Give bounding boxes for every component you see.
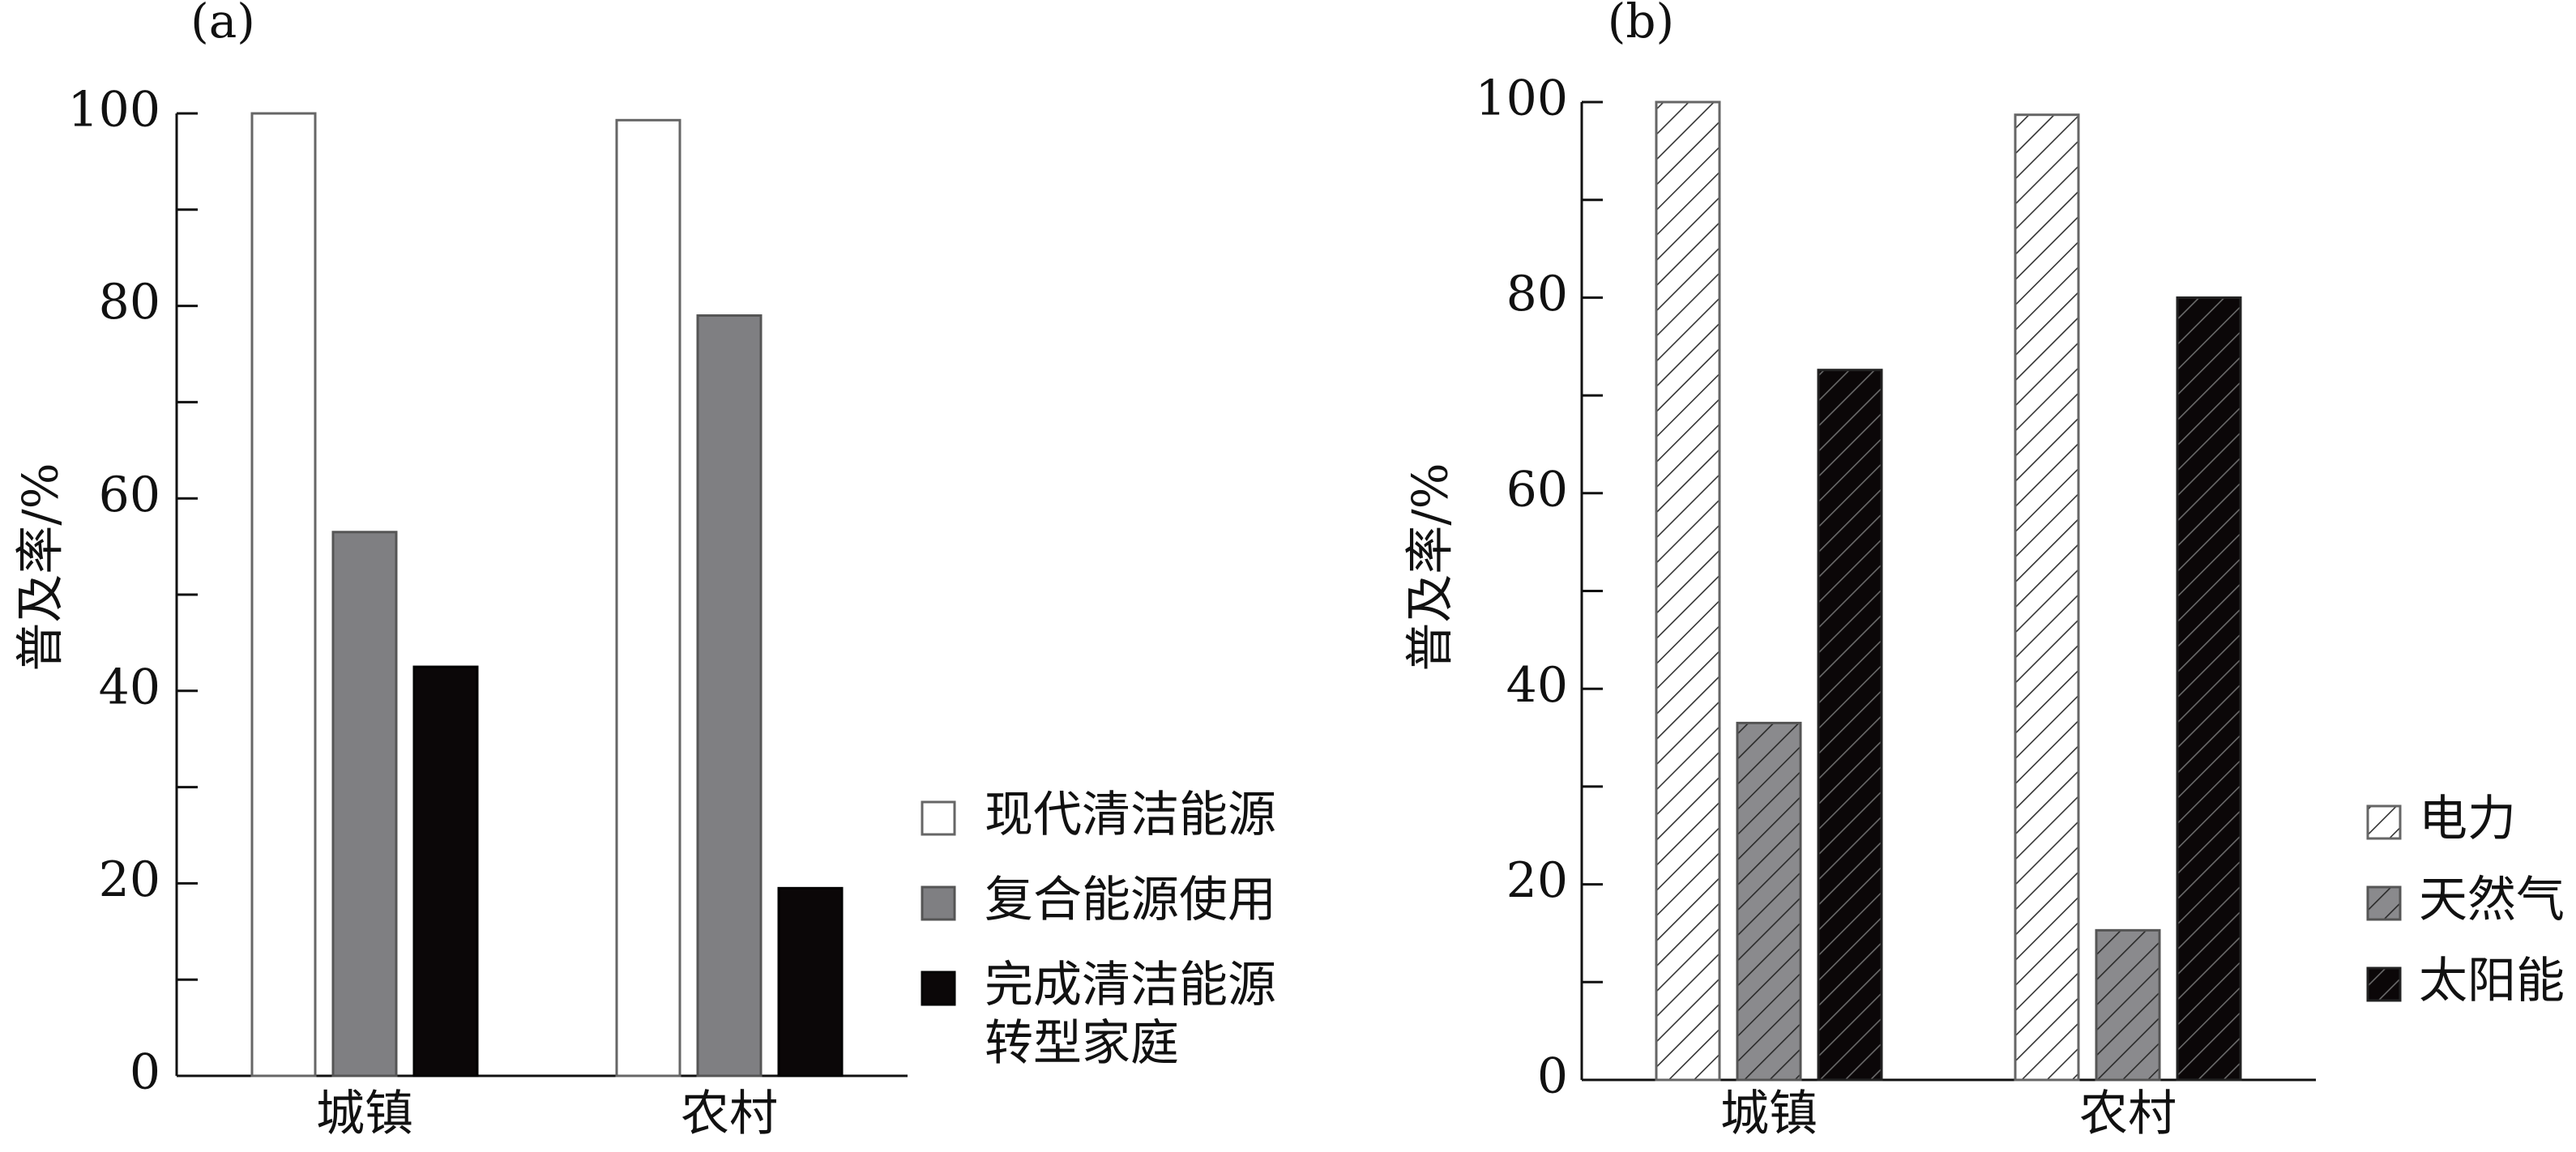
bar-城镇-1 xyxy=(1736,721,1802,1082)
chart-panel-a: (a) 普及率/% 0 20 40 60 80 100 城镇 农村 现代清洁能源复合能源使用完成清洁… xyxy=(13,0,1276,1142)
legend-swatch xyxy=(2366,966,2402,1002)
legend-label: 现代清洁能源 xyxy=(985,787,1276,843)
bar-农村-0 xyxy=(2014,113,2080,1082)
y-tick-label: 60 xyxy=(1506,461,1568,518)
panel-label: (a) xyxy=(190,0,255,49)
bar-城镇-2 xyxy=(1817,369,1883,1082)
bar-农村-2 xyxy=(777,886,844,1077)
y-tick-label: 0 xyxy=(1537,1048,1568,1105)
legend-swatch xyxy=(921,971,956,1006)
y-tick-label: 0 xyxy=(130,1044,160,1101)
y-tick-label: 80 xyxy=(1506,266,1568,322)
y-tick-label: 60 xyxy=(99,467,160,523)
legend-swatch xyxy=(2366,885,2402,921)
y-tick-label: 20 xyxy=(1506,852,1568,909)
x-category-label: 农村 xyxy=(681,1086,778,1142)
legend-swatch xyxy=(2366,804,2402,840)
legend-label: 完成清洁能源转型家庭 xyxy=(985,957,1276,1072)
x-category-label: 城镇 xyxy=(316,1086,413,1142)
bar-城镇-0 xyxy=(250,112,317,1077)
legend-swatch xyxy=(921,885,956,921)
y-axis-label: 普及率/% xyxy=(13,463,70,671)
bar-农村-1 xyxy=(696,314,763,1077)
legend-label: 太阳能 xyxy=(2419,953,2565,1009)
bar-城镇-1 xyxy=(331,531,398,1077)
legend-label: 复合能源使用 xyxy=(985,872,1276,928)
y-tick-label: 100 xyxy=(67,82,160,139)
bar-城镇-0 xyxy=(1655,100,1721,1082)
bar-农村-2 xyxy=(2176,296,2242,1082)
panel-label: (b) xyxy=(1608,0,1674,49)
y-tick-label: 40 xyxy=(99,659,160,715)
bar-城镇-2 xyxy=(412,665,479,1077)
x-category-label: 农村 xyxy=(2079,1086,2177,1142)
bar-农村-0 xyxy=(615,118,681,1077)
legend-label: 电力 xyxy=(2419,791,2516,847)
y-tick-label: 20 xyxy=(99,851,160,908)
x-category-label: 城镇 xyxy=(1720,1086,1818,1142)
y-axis-label: 普及率/% xyxy=(1403,463,1459,671)
bar-农村-1 xyxy=(2095,928,2161,1082)
legend-swatch xyxy=(921,800,956,836)
y-tick-label: 40 xyxy=(1506,657,1568,714)
y-tick-label: 80 xyxy=(99,274,160,331)
legend-label: 天然气 xyxy=(2419,872,2565,928)
y-tick-label: 100 xyxy=(1475,70,1568,127)
